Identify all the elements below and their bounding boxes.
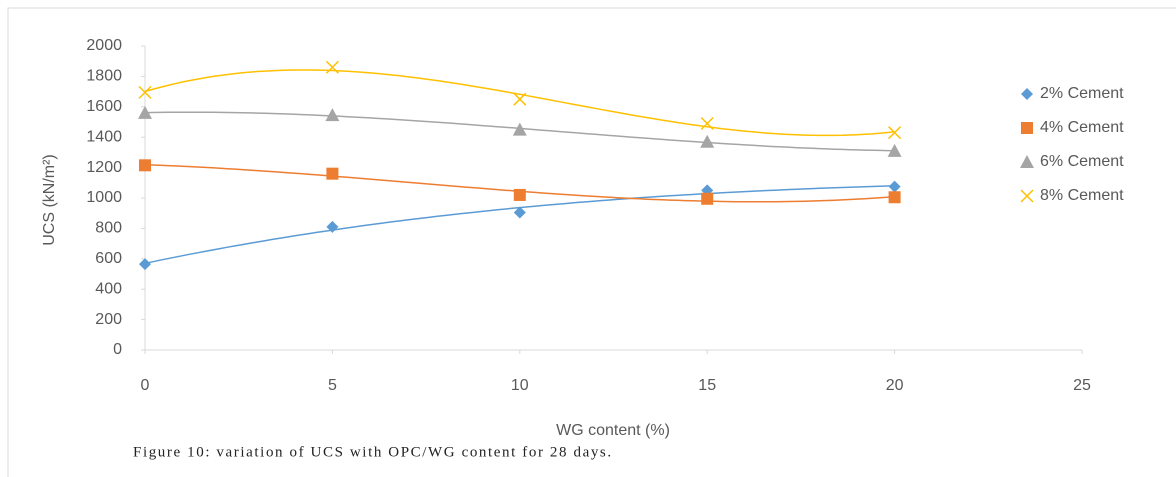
y-tick-label: 200 xyxy=(95,311,122,328)
data-point xyxy=(701,192,714,205)
y-tick-label: 1600 xyxy=(86,98,122,115)
data-point xyxy=(700,134,715,148)
data-point xyxy=(138,105,152,119)
data-point xyxy=(513,206,526,219)
y-tick-label: 0 xyxy=(113,341,122,358)
data-point xyxy=(888,180,901,193)
x-axis-label: WG content (%) xyxy=(556,422,670,439)
data-point xyxy=(325,60,339,74)
data-point xyxy=(888,126,902,140)
y-tick-label: 400 xyxy=(95,280,122,297)
y-tick-label: 1400 xyxy=(86,128,122,145)
data-point xyxy=(326,220,339,233)
legend-marker xyxy=(1020,155,1034,168)
data-point xyxy=(139,159,151,172)
data-point xyxy=(326,167,339,180)
data-point xyxy=(512,122,527,136)
chart-frame xyxy=(7,7,1176,477)
trendline xyxy=(144,69,895,137)
y-tick-label: 600 xyxy=(95,250,122,267)
y-tick-label: 800 xyxy=(95,220,122,237)
legend-marker xyxy=(1021,88,1033,100)
y-tick-label: 1800 xyxy=(86,68,122,85)
legend-marker xyxy=(1020,189,1034,203)
data-point xyxy=(513,92,527,106)
legend-label: 2% Cement xyxy=(1040,85,1124,102)
data-point xyxy=(138,85,152,99)
x-tick-label: 25 xyxy=(1073,377,1091,394)
legend-label: 6% Cement xyxy=(1040,153,1124,170)
y-tick-label: 1200 xyxy=(86,159,122,176)
data-point xyxy=(139,258,151,271)
y-tick-label: 1000 xyxy=(86,189,122,206)
legend-label: 4% Cement xyxy=(1040,119,1124,136)
x-tick-label: 5 xyxy=(328,377,337,394)
data-point xyxy=(700,116,714,131)
y-axis-label: UCS (kN/m²) xyxy=(41,154,58,246)
data-point xyxy=(325,108,340,122)
data-point xyxy=(887,143,902,157)
caption: Figure 10: variation of UCS with OPC/WG … xyxy=(133,444,613,460)
data-point xyxy=(513,188,526,201)
x-tick-label: 20 xyxy=(886,377,904,394)
x-tick-label: 10 xyxy=(511,377,529,394)
legend-label: 8% Cement xyxy=(1040,187,1124,204)
y-tick-label: 2000 xyxy=(86,37,122,54)
x-tick-label: 0 xyxy=(141,377,150,394)
data-point xyxy=(888,191,901,204)
x-tick-label: 15 xyxy=(698,377,716,394)
legend-marker xyxy=(1021,122,1033,134)
